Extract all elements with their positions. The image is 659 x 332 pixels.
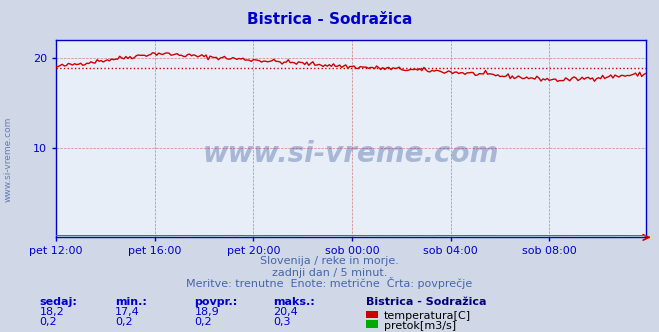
Text: Bistrica - Sodražica: Bistrica - Sodražica (366, 297, 486, 307)
Text: temperatura[C]: temperatura[C] (384, 311, 471, 321)
Text: maks.:: maks.: (273, 297, 315, 307)
Text: min.:: min.: (115, 297, 147, 307)
Text: 17,4: 17,4 (115, 307, 140, 317)
Text: Bistrica - Sodražica: Bistrica - Sodražica (247, 12, 412, 27)
Text: 18,9: 18,9 (194, 307, 219, 317)
Text: 0,2: 0,2 (194, 317, 212, 327)
Text: zadnji dan / 5 minut.: zadnji dan / 5 minut. (272, 268, 387, 278)
Text: sedaj:: sedaj: (40, 297, 77, 307)
Text: 18,2: 18,2 (40, 307, 65, 317)
Text: pretok[m3/s]: pretok[m3/s] (384, 321, 456, 331)
Text: 0,3: 0,3 (273, 317, 291, 327)
Text: povpr.:: povpr.: (194, 297, 238, 307)
Text: 0,2: 0,2 (40, 317, 57, 327)
Text: www.si-vreme.com: www.si-vreme.com (3, 117, 13, 202)
Text: 0,2: 0,2 (115, 317, 133, 327)
Text: 20,4: 20,4 (273, 307, 299, 317)
Text: Slovenija / reke in morje.: Slovenija / reke in morje. (260, 256, 399, 266)
Text: www.si-vreme.com: www.si-vreme.com (203, 140, 499, 168)
Text: Meritve: trenutne  Enote: metrične  Črta: povprečje: Meritve: trenutne Enote: metrične Črta: … (186, 277, 473, 289)
